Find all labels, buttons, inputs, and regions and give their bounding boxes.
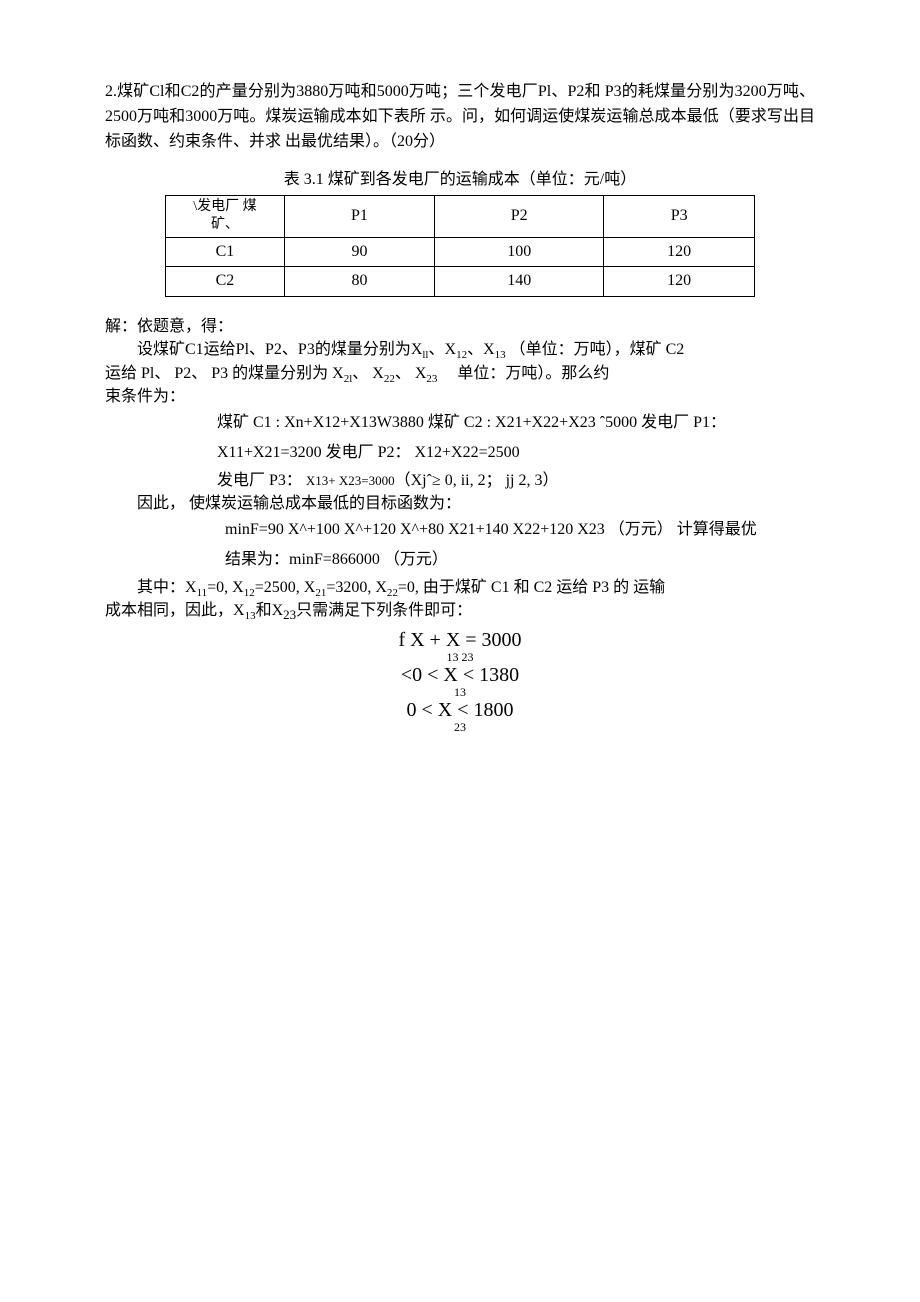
col-header-p1: P1 <box>284 196 434 237</box>
t: 设煤矿C1运给Pl、P2、P3的煤量分别为X <box>137 341 422 358</box>
cell: 90 <box>284 237 434 267</box>
constraint-3: 发电厂 P3： X13+ X23=3000（Xjˆ≥ 0, ii, 2； jj … <box>105 469 815 492</box>
cost-table: \发电厂 煤 矿、 P1 P2 P3 C1 90 100 120 C2 80 1… <box>165 195 755 297</box>
sol-line-3: 运给 Pl、 P2、 P3 的煤量分别为 X2l、 X22、 X23 单位：万吨… <box>105 362 815 385</box>
t: 、X <box>467 341 495 358</box>
t: 、 X <box>395 365 427 382</box>
t: 、X <box>429 341 457 358</box>
table-header-diag: \发电厂 煤 矿、 <box>166 196 285 237</box>
col-header-p3: P3 <box>604 196 755 237</box>
sub: 23 <box>283 607 296 622</box>
t: （单位：万吨），煤矿 C2 <box>510 341 685 358</box>
row-label-c2: C2 <box>166 267 285 297</box>
cell: 120 <box>604 267 755 297</box>
table-caption: 表 3.1 煤矿到各发电厂的运输成本（单位：元/吨） <box>105 168 815 193</box>
sub: 12 <box>244 587 255 599</box>
t: =0, 由于煤矿 C1 和 C2 运给 P3 的 运输 <box>398 579 665 596</box>
eq1-sub: 13 23 <box>105 651 815 663</box>
result: 结果为：minF=866000 （万元） <box>105 545 815 575</box>
sol-line-4: 束条件为： <box>105 385 815 408</box>
t: 和X <box>256 602 284 619</box>
sub: 22 <box>384 373 395 385</box>
sol-line-1: 解：依题意，得： <box>105 315 815 338</box>
t: =3200, X <box>326 579 387 596</box>
diag-top: \发电厂 煤 <box>168 198 282 216</box>
objective: minF=90 X^+100 X^+120 X^+80 X21+140 X22+… <box>105 515 815 545</box>
sub: 21 <box>315 587 326 599</box>
t: 只需满足下列条件即可： <box>296 602 472 619</box>
diag-bottom: 矿、 <box>168 216 282 234</box>
sub: 12 <box>456 350 467 362</box>
row-label-c1: C1 <box>166 237 285 267</box>
sub: 13 <box>245 610 256 622</box>
sub: 11 <box>197 587 208 599</box>
t: 单位：万吨）。那么约 <box>457 365 609 382</box>
cell: 80 <box>284 267 434 297</box>
t: 运给 Pl、 P2、 P3 的煤量分别为 X <box>105 365 344 382</box>
t: X11+X21=3200 发电厂 P2： X12+X22=2500 <box>217 444 520 461</box>
sol-line-5: 因此， 使煤炭运输总成本最低的目标函数为： <box>105 492 815 515</box>
col-header-p2: P2 <box>435 196 604 237</box>
sol-line-7: 成本相同，因此，X13和X23只需满足下列条件即可： <box>105 599 815 622</box>
table-row: C1 90 100 120 <box>166 237 755 267</box>
t: 其中：X <box>137 579 197 596</box>
sol-line-2: 设煤矿C1运给Pl、P2、P3的煤量分别为Xll、X12、X13 （单位：万吨）… <box>105 338 815 361</box>
problem-text: 煤矿Cl和C2的产量分别为3880万吨和5000万吨；三个发电厂Pl、P2和 P… <box>105 83 815 150</box>
t: 煤矿 C1 : Xn+X12+X13W3880 煤矿 C2 : X21+X22+… <box>217 414 726 431</box>
solution-block: 解：依题意，得： 设煤矿C1运给Pl、P2、P3的煤量分别为Xll、X12、X1… <box>105 315 815 733</box>
t: X13+ X23=3000 <box>306 473 395 488</box>
t: =0, X <box>207 579 244 596</box>
problem-statement: 2.煤矿Cl和C2的产量分别为3880万吨和5000万吨；三个发电厂Pl、P2和… <box>105 80 815 154</box>
table-header-row: \发电厂 煤 矿、 P1 P2 P3 <box>166 196 755 237</box>
cell: 100 <box>435 237 604 267</box>
document-page: 2.煤矿Cl和C2的产量分别为3880万吨和5000万吨；三个发电厂Pl、P2和… <box>0 0 920 793</box>
eq3-sub: 23 <box>105 721 815 733</box>
t: 、 X <box>352 365 384 382</box>
sub: 22 <box>387 587 398 599</box>
sub: 13 <box>495 350 506 362</box>
sub: 2l <box>344 373 353 385</box>
t: 成本相同，因此，X <box>105 602 245 619</box>
constraint-1: 煤矿 C1 : Xn+X12+X13W3880 煤矿 C2 : X21+X22+… <box>105 408 815 438</box>
problem-number: 2. <box>105 83 117 100</box>
final-conditions: f X + X = 3000 13 23 <0 < X < 1380 13 0 … <box>105 628 815 733</box>
t: 结果为：minF=866000 （万元） <box>225 551 448 568</box>
table-row: C2 80 140 120 <box>166 267 755 297</box>
t: =2500, X <box>255 579 316 596</box>
cell: 140 <box>435 267 604 297</box>
sol-line-6: 其中：X11=0, X12=2500, X21=3200, X22=0, 由于煤… <box>105 576 815 599</box>
eq2-sub: 13 <box>105 686 815 698</box>
t: 发电厂 P3： <box>217 472 306 489</box>
t: （Xjˆ≥ 0, ii, 2； jj 2, 3） <box>395 472 559 489</box>
constraint-2: X11+X21=3200 发电厂 P2： X12+X22=2500 <box>105 438 815 468</box>
cell: 120 <box>604 237 755 267</box>
t: minF=90 X^+100 X^+120 X^+80 X21+140 X22+… <box>225 521 757 538</box>
sub: 23 <box>426 373 437 385</box>
